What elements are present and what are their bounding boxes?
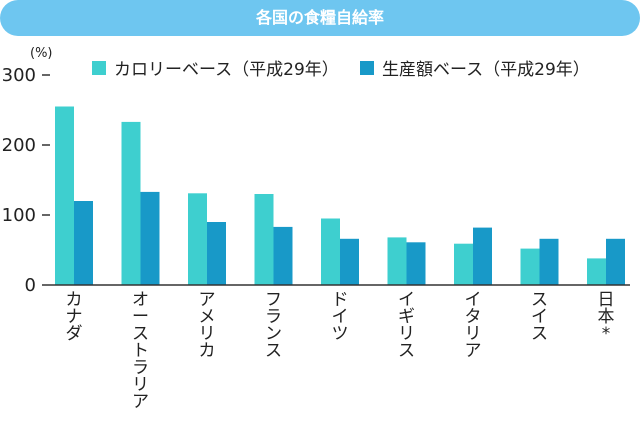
bar-production-7 bbox=[539, 238, 559, 285]
y-tick-label: 300 bbox=[2, 65, 36, 86]
bar-production-1 bbox=[140, 191, 160, 285]
x-category-label: オーストラリア bbox=[132, 290, 149, 412]
legend-label-production: 生産額ベース（平成29年） bbox=[382, 60, 590, 80]
x-category-label: スイス bbox=[531, 290, 548, 344]
x-category-label: カナダ bbox=[66, 290, 83, 344]
x-axis-labels: カナダ オーストラリア アメリカ フランス ドイツ イギリス イタリア スイス 日本* bbox=[66, 290, 615, 412]
legend-swatch-calorie bbox=[92, 61, 106, 75]
chart-title: 各国の食糧自給率 bbox=[0, 0, 640, 36]
y-axis-unit-label: (%) bbox=[30, 46, 53, 61]
bar-production-3 bbox=[273, 226, 293, 285]
x-category-label: フランス bbox=[265, 290, 282, 361]
x-category-label: 日本* bbox=[598, 290, 615, 344]
bar-production-8 bbox=[606, 238, 625, 285]
bar-calorie-5 bbox=[387, 237, 407, 285]
legend: カロリーベース（平成29年） 生産額ベース（平成29年） bbox=[92, 60, 590, 80]
bar-calorie-3 bbox=[254, 194, 274, 285]
x-category-label: イタリア bbox=[465, 290, 482, 361]
y-tick-label: 200 bbox=[2, 135, 36, 156]
bar-calorie-4 bbox=[321, 218, 340, 285]
bars-group bbox=[55, 106, 625, 286]
bar-calorie-7 bbox=[520, 248, 540, 285]
bar-calorie-1 bbox=[121, 121, 141, 286]
bar-production-2 bbox=[207, 222, 226, 285]
x-category-label: イギリス bbox=[398, 290, 415, 361]
bar-calorie-8 bbox=[587, 258, 606, 285]
bar-calorie-2 bbox=[188, 193, 207, 285]
y-tick-label: 100 bbox=[2, 205, 36, 226]
legend-label-calorie: カロリーベース（平成29年） bbox=[114, 60, 339, 80]
y-axis-ticks: 0 100 200 300 bbox=[2, 65, 50, 296]
bar-production-0 bbox=[74, 201, 93, 285]
bar-production-5 bbox=[406, 242, 426, 285]
bar-calorie-6 bbox=[454, 243, 473, 285]
x-category-label: アメリカ bbox=[199, 290, 216, 361]
legend-swatch-production bbox=[360, 61, 374, 75]
y-tick-label: 0 bbox=[25, 275, 36, 296]
x-category-label: ドイツ bbox=[332, 290, 349, 344]
bar-production-4 bbox=[340, 238, 359, 285]
bar-calorie-0 bbox=[55, 106, 74, 285]
bar-production-6 bbox=[473, 227, 492, 285]
